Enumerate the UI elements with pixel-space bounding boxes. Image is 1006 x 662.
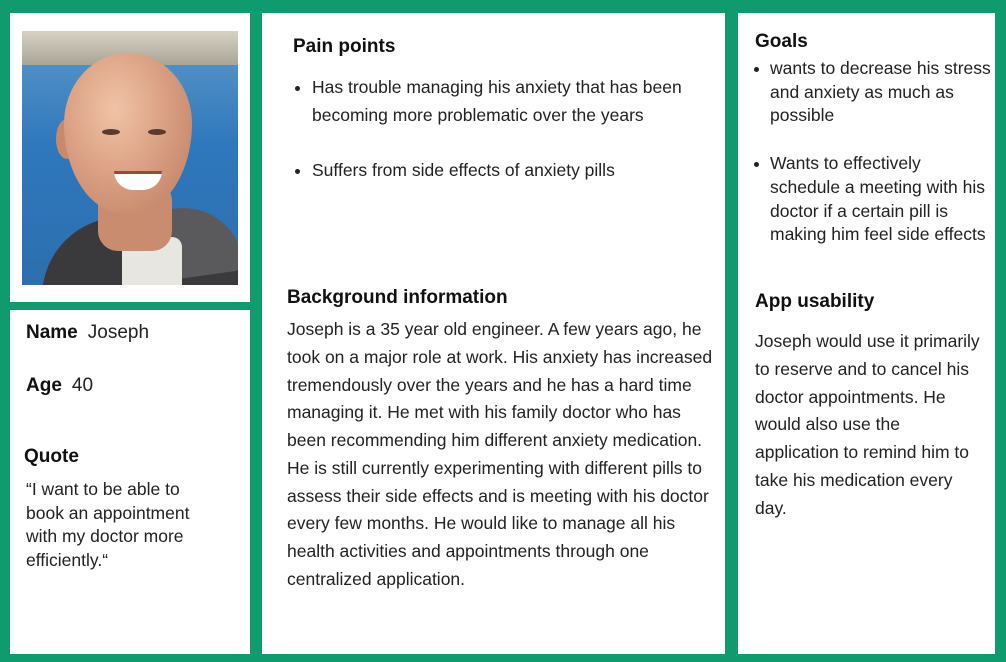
goal-item: wants to decrease his stress and anxiety… <box>752 57 992 128</box>
name-label: Name <box>26 322 78 343</box>
name-row: Name Joseph <box>26 322 149 344</box>
app-usability-heading: App usability <box>755 291 875 312</box>
persona-photo-card <box>10 13 250 302</box>
goals-heading: Goals <box>755 31 808 52</box>
quote-text: “I want to be able to book an appointmen… <box>26 479 190 570</box>
app-usability-text: Joseph would use it primarily to reserve… <box>755 331 980 518</box>
pain-points-list: Has trouble managing his anxiety that ha… <box>293 74 693 184</box>
goals-list: wants to decrease his stress and anxiety… <box>752 57 992 247</box>
pain-point-item: Has trouble managing his anxiety that ha… <box>293 74 693 130</box>
persona-info-card: Name Joseph Age 40 Quote “I want to be a… <box>10 310 250 654</box>
persona-photo <box>22 31 238 285</box>
photo-eye-left <box>102 129 120 135</box>
photo-smile <box>114 171 162 190</box>
background-text: Joseph is a 35 year old engineer. A few … <box>287 319 713 589</box>
goal-item: Wants to effectively schedule a meeting … <box>752 152 992 247</box>
quote-heading: Quote <box>24 446 79 467</box>
background-heading: Background information <box>287 287 508 308</box>
goals-card: Goals wants to decrease his stress and a… <box>738 13 995 654</box>
age-row: Age 40 <box>26 375 93 397</box>
name-value: Joseph <box>87 322 150 343</box>
age-value: 40 <box>71 375 94 396</box>
age-label: Age <box>26 375 62 396</box>
photo-eye-right <box>148 129 166 135</box>
details-card: Pain points Has trouble managing his anx… <box>262 13 725 654</box>
pain-point-item: Suffers from side effects of anxiety pil… <box>293 157 693 185</box>
pain-points-heading: Pain points <box>293 36 396 57</box>
